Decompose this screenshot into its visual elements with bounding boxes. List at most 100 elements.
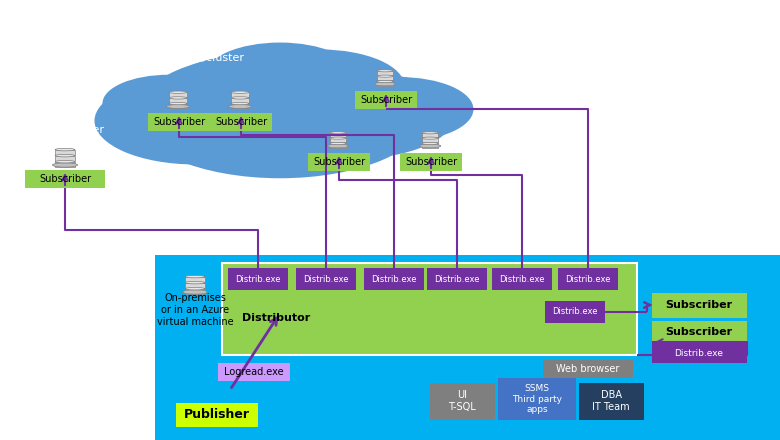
FancyBboxPatch shape <box>330 138 346 143</box>
FancyBboxPatch shape <box>55 150 75 154</box>
Ellipse shape <box>231 97 249 99</box>
FancyBboxPatch shape <box>652 321 747 343</box>
Ellipse shape <box>134 52 426 178</box>
Ellipse shape <box>94 77 296 165</box>
Ellipse shape <box>330 132 346 134</box>
FancyBboxPatch shape <box>543 360 633 378</box>
FancyBboxPatch shape <box>25 170 105 188</box>
FancyBboxPatch shape <box>430 383 495 420</box>
Ellipse shape <box>166 105 190 108</box>
FancyBboxPatch shape <box>377 76 393 81</box>
Ellipse shape <box>235 49 405 123</box>
FancyBboxPatch shape <box>185 277 205 282</box>
FancyBboxPatch shape <box>155 255 780 440</box>
FancyBboxPatch shape <box>422 133 438 137</box>
Ellipse shape <box>422 143 438 144</box>
FancyBboxPatch shape <box>222 263 637 355</box>
Ellipse shape <box>377 75 393 77</box>
FancyBboxPatch shape <box>308 153 370 171</box>
FancyBboxPatch shape <box>176 403 258 427</box>
FancyBboxPatch shape <box>422 138 438 143</box>
Text: Distrib.exe: Distrib.exe <box>303 275 349 283</box>
FancyBboxPatch shape <box>545 301 605 323</box>
FancyBboxPatch shape <box>330 143 346 148</box>
Text: Distrib.exe: Distrib.exe <box>371 275 417 283</box>
Text: Region/cluster: Region/cluster <box>165 53 245 63</box>
Text: SSMS
Third party
apps: SSMS Third party apps <box>512 384 562 414</box>
Text: Subscriber: Subscriber <box>215 117 267 127</box>
Text: Distrib.exe: Distrib.exe <box>675 348 724 357</box>
Ellipse shape <box>206 43 354 107</box>
Text: Distrib.exe: Distrib.exe <box>552 308 597 316</box>
FancyBboxPatch shape <box>210 113 272 131</box>
Text: Subscriber: Subscriber <box>360 95 412 105</box>
FancyBboxPatch shape <box>228 268 288 290</box>
Ellipse shape <box>169 97 187 99</box>
Ellipse shape <box>377 81 393 83</box>
Ellipse shape <box>52 163 77 167</box>
Ellipse shape <box>169 91 187 93</box>
Text: Subscriber: Subscriber <box>313 157 365 167</box>
FancyBboxPatch shape <box>400 153 462 171</box>
Ellipse shape <box>330 137 346 139</box>
Ellipse shape <box>377 70 393 72</box>
Text: Region/cluster: Region/cluster <box>25 125 105 135</box>
FancyBboxPatch shape <box>296 268 356 290</box>
Text: Subscriber: Subscriber <box>405 157 457 167</box>
FancyBboxPatch shape <box>422 143 438 148</box>
FancyBboxPatch shape <box>330 133 346 137</box>
Text: Subscriber: Subscriber <box>665 327 732 337</box>
Ellipse shape <box>229 105 252 108</box>
FancyBboxPatch shape <box>652 293 747 318</box>
FancyBboxPatch shape <box>55 161 75 167</box>
Ellipse shape <box>185 282 205 284</box>
Ellipse shape <box>330 143 346 144</box>
FancyBboxPatch shape <box>185 289 205 294</box>
Ellipse shape <box>102 75 235 132</box>
Ellipse shape <box>185 287 205 290</box>
FancyBboxPatch shape <box>218 363 290 381</box>
FancyBboxPatch shape <box>377 71 393 75</box>
FancyBboxPatch shape <box>169 92 187 97</box>
Text: Subscriber: Subscriber <box>39 174 91 184</box>
FancyBboxPatch shape <box>55 156 75 161</box>
Text: Distrib.exe: Distrib.exe <box>434 275 480 283</box>
FancyBboxPatch shape <box>185 282 205 288</box>
Text: Azure SQL Database: Azure SQL Database <box>151 21 308 36</box>
Text: Distrib.exe: Distrib.exe <box>236 275 281 283</box>
FancyBboxPatch shape <box>355 91 417 109</box>
Text: On-premises
or in an Azure
virtual machine: On-premises or in an Azure virtual machi… <box>157 293 233 326</box>
FancyBboxPatch shape <box>498 378 576 420</box>
Text: Web browser: Web browser <box>556 364 619 374</box>
FancyBboxPatch shape <box>169 98 187 103</box>
Ellipse shape <box>327 144 349 148</box>
Text: Distributor: Distributor <box>242 313 310 323</box>
Ellipse shape <box>254 71 455 159</box>
FancyBboxPatch shape <box>169 103 187 108</box>
Ellipse shape <box>419 144 441 148</box>
FancyBboxPatch shape <box>231 103 249 108</box>
Ellipse shape <box>168 55 328 124</box>
Ellipse shape <box>185 275 205 278</box>
FancyBboxPatch shape <box>148 113 210 131</box>
Text: DBA
IT Team: DBA IT Team <box>592 390 629 412</box>
Text: Publisher: Publisher <box>184 408 250 422</box>
Text: Logread.exe: Logread.exe <box>224 367 284 377</box>
Text: UI
T-SQL: UI T-SQL <box>448 390 476 412</box>
Ellipse shape <box>231 103 249 105</box>
Ellipse shape <box>55 161 75 163</box>
FancyBboxPatch shape <box>652 343 747 363</box>
Text: Subscriber: Subscriber <box>665 300 732 310</box>
Ellipse shape <box>55 148 75 151</box>
FancyBboxPatch shape <box>364 268 424 290</box>
Text: Region/cluster: Region/cluster <box>345 40 425 50</box>
FancyBboxPatch shape <box>492 268 552 290</box>
FancyBboxPatch shape <box>427 268 487 290</box>
FancyBboxPatch shape <box>558 268 618 290</box>
Ellipse shape <box>55 154 75 157</box>
Ellipse shape <box>169 103 187 105</box>
Ellipse shape <box>422 132 438 134</box>
Text: Distrib.exe: Distrib.exe <box>566 275 611 283</box>
Ellipse shape <box>422 137 438 139</box>
FancyBboxPatch shape <box>377 81 393 86</box>
